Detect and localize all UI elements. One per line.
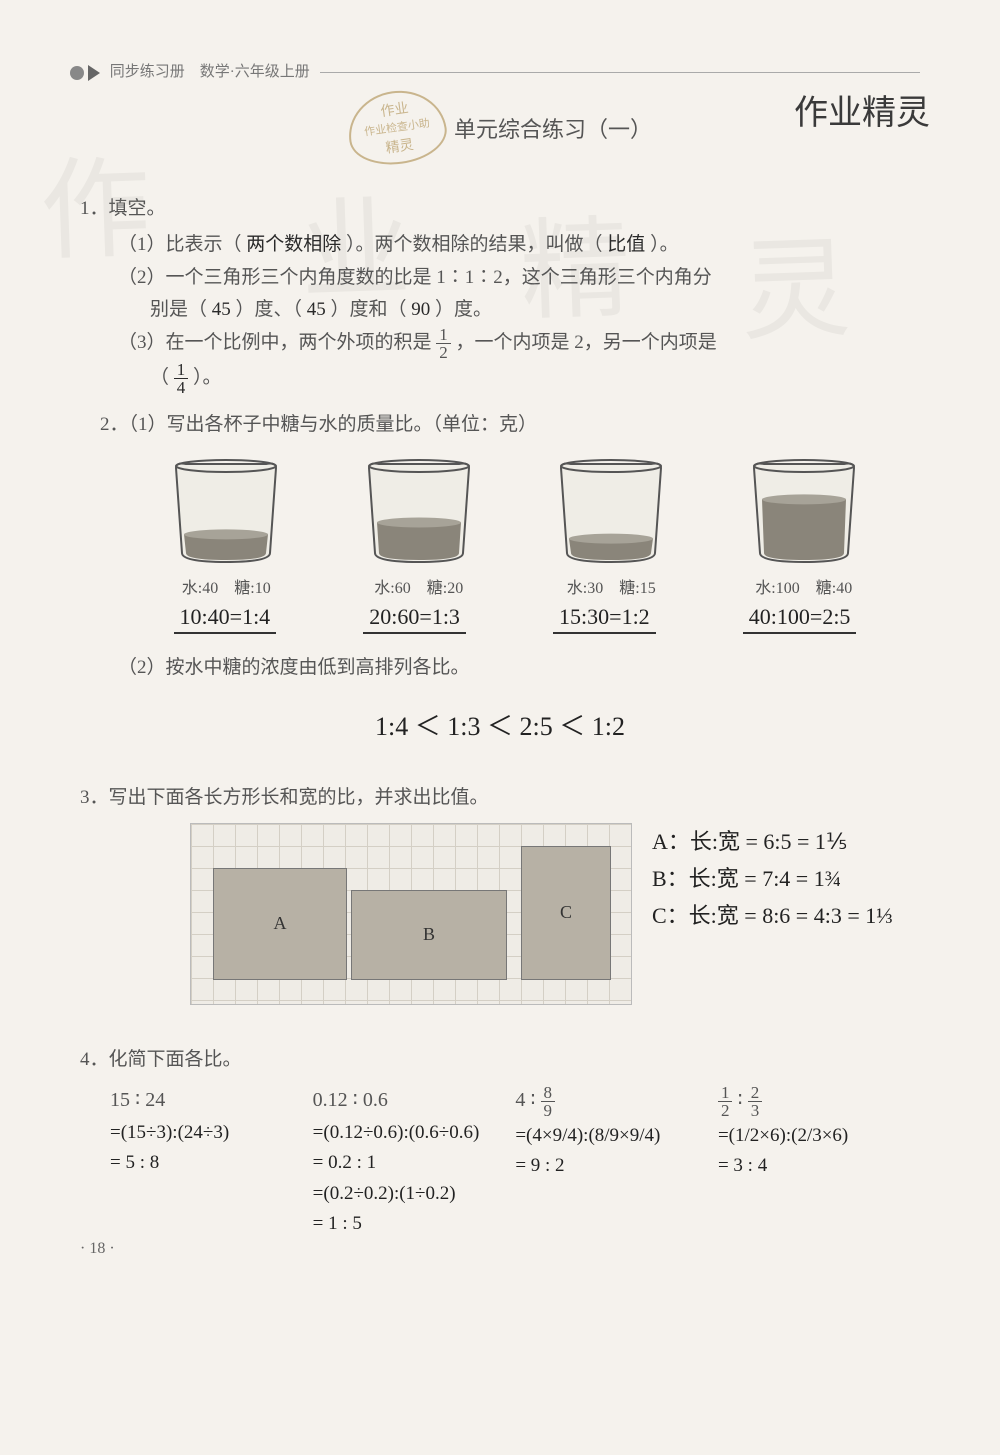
q3-note-b: B：长:宽 = 7:4 = 1¾ — [652, 860, 893, 897]
q3-notes: A：长:宽 = 6:5 = 1⅕ B：长:宽 = 7:4 = 1¾ C：长:宽 … — [652, 823, 893, 935]
ratio-2: 20:60=1:3 — [363, 604, 466, 634]
simplify-work: = 5 : 8 — [110, 1148, 302, 1178]
q3-note-a: A：长:宽 = 6:5 = 1⅕ — [652, 823, 893, 860]
page-number: · 18 · — [80, 1240, 115, 1258]
simplify-col-1: 15 ∶ 24 =(15÷3):(24÷3) = 5 : 8 — [110, 1084, 302, 1240]
ratio-line: 10:40=1:4 20:60=1:3 15:30=1:2 40:100=2:5 — [130, 604, 900, 634]
simplify-work: =(0.2÷0.2):(1÷0.2) — [313, 1179, 505, 1209]
q1-ans1b: 比值 — [607, 234, 645, 255]
simplify-work: = 9 : 2 — [515, 1151, 707, 1181]
hand-title: 作业精灵 — [794, 85, 930, 134]
ratio-4: 40:100=2:5 — [743, 604, 857, 634]
simplify-print: 15 ∶ 24 — [110, 1084, 302, 1116]
ratio-3: 15:30=1:2 — [553, 604, 656, 634]
q2-stem: 2．（1）写出各杯子中糖与水的质量比。（单位：克） — [100, 410, 930, 439]
rect-B: B — [351, 890, 507, 980]
unit-title: 单元综合练习（一） — [454, 117, 652, 142]
book-header: 同步练习册 数学·六年级上册 — [70, 60, 930, 81]
simplify-work: = 1 : 5 — [313, 1209, 505, 1239]
beaker-3: 水:30 糖:15 — [551, 458, 671, 598]
beaker-4: 水:100 糖:40 — [744, 458, 864, 598]
faint-scribble — [100, 751, 930, 769]
simplify-work: = 0.2 : 1 — [313, 1148, 505, 1178]
simplify-work: =(1/2×6):(2/3×6) — [718, 1121, 910, 1151]
q1-stem: 1．填空。 — [80, 194, 930, 223]
q1-ans1: 两个数相除 — [246, 234, 341, 255]
simplify-work: = 3 : 4 — [718, 1151, 910, 1181]
rect-A: A — [213, 868, 347, 980]
q1-item1: （1）比表示（ 两个数相除 ）。两个数相除的结果，叫做（ 比值 ）。 — [118, 229, 930, 261]
q3-row: ABC A：长:宽 = 6:5 = 1⅕ B：长:宽 = 7:4 = 1¾ C：… — [190, 823, 930, 1005]
simplify-print: 0.12 ∶ 0.6 — [313, 1084, 505, 1116]
simplify-work: =(4×9/4):(8/9×9/4) — [515, 1121, 707, 1151]
beaker-1: 水:40 糖:10 — [166, 458, 286, 598]
simplify-print: 4 ∶ 89 — [515, 1084, 707, 1119]
simplify-col-4: 12 ∶ 23 =(1/2×6):(2/3×6) = 3 : 4 — [718, 1084, 910, 1240]
stamp-badge: 作业 作业检查小助 精灵 — [343, 85, 450, 171]
beaker-row: 水:40 糖:10 水:60 糖:20 水:30 糖:15 — [130, 458, 900, 598]
rect-C: C — [521, 846, 611, 980]
simplify-print: 12 ∶ 23 — [718, 1084, 910, 1119]
book-title: 同步练习册 数学·六年级上册 — [110, 64, 310, 80]
q1-item3-ans: （ 14 ）。 — [150, 361, 930, 396]
q2-part2: （2）按水中糖的浓度由低到高排列各比。 — [118, 652, 930, 684]
q1-item3: （3）在一个比例中，两个外项的积是 12 ，一个内项是 2，另一个内项是 — [118, 326, 930, 361]
q4-row: 15 ∶ 24 =(15÷3):(24÷3) = 5 : 8 0.12 ∶ 0.… — [110, 1084, 910, 1240]
q1-item2-line1: （2）一个三角形三个内角度数的比是 1∶1∶2，这个三角形三个内角分 — [118, 262, 930, 294]
q3-stem: 3．写出下面各长方形长和宽的比，并求出比值。 — [80, 783, 930, 812]
ratio-1: 10:40=1:4 — [174, 604, 277, 634]
simplify-col-2: 0.12 ∶ 0.6 =(0.12÷0.6):(0.6÷0.6) = 0.2 :… — [313, 1084, 505, 1240]
q3-note-c: C：长:宽 = 8:6 = 4:3 = 1⅓ — [652, 897, 893, 934]
q1-item2-line2: 别是（ 45 ）度、（ 45 ）度和（ 90 ）度。 — [150, 294, 930, 326]
simplify-col-3: 4 ∶ 89 =(4×9/4):(8/9×9/4) = 9 : 2 — [515, 1084, 707, 1240]
simplify-work: =(15÷3):(24÷3) — [110, 1118, 302, 1148]
beaker-2: 水:60 糖:20 — [359, 458, 479, 598]
unit-title-row: 作业 作业检查小助 精灵 单元综合练习（一） 作业精灵 — [70, 91, 930, 164]
simplify-work: =(0.12÷0.6):(0.6÷0.6) — [313, 1118, 505, 1148]
grid-box: ABC — [190, 823, 632, 1005]
q2-ordering: 1:4 ＜ 1:3 ＜ 2:5 ＜ 1:2 — [70, 706, 930, 743]
q4-stem: 4．化简下面各比。 — [80, 1045, 930, 1074]
